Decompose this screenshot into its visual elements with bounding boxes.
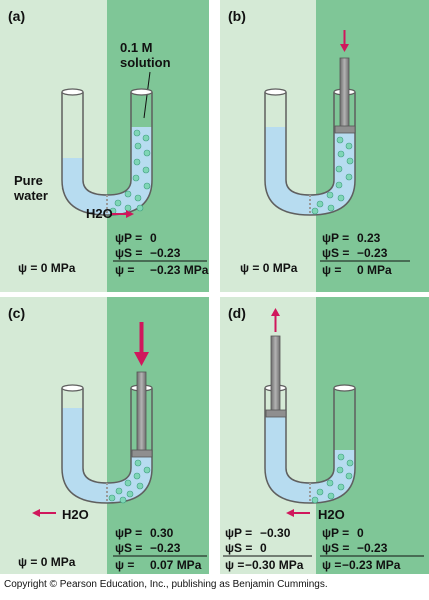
panel-a-flow-arrow-head xyxy=(126,210,134,218)
panel-b-psi-p-label: ψP = xyxy=(322,231,349,245)
panel-b-letter: (b) xyxy=(228,8,246,24)
panel-c-psi-total-label: ψ = xyxy=(115,558,134,572)
panel-b-piston-head xyxy=(334,125,356,134)
panel-d-left-psi-s-value: 0 xyxy=(260,541,267,555)
panel-d-left-psi-s-label: ψS = xyxy=(225,541,252,555)
panel-c-letter: (c) xyxy=(8,305,25,321)
panel-d-flow-arrow-head xyxy=(286,509,294,517)
panel-c-left-psi: ψ = 0 MPa xyxy=(18,555,76,569)
panel-b-left-psi: ψ = 0 MPa xyxy=(240,261,298,275)
panel-c-right-bg xyxy=(107,297,209,574)
panel-d-h2o: H2O xyxy=(318,507,345,522)
panel-a-left-psi: ψ = 0 MPa xyxy=(18,261,76,275)
panel-c-push-arrow-head xyxy=(134,352,149,366)
panel-c-h2o: H2O xyxy=(62,507,89,522)
panel-a-tube-outer xyxy=(61,92,153,216)
panel-a-psi-total-value: −0.23 MPa xyxy=(150,263,209,277)
panel-d-psi-s-value: −0.23 xyxy=(357,541,388,555)
panel-b-tube-outer xyxy=(264,92,356,216)
panel-d-piston-rod xyxy=(270,335,281,413)
panel-c-left-bg xyxy=(0,297,107,574)
panel-c-psi-s-value: −0.23 xyxy=(150,541,181,555)
panel-a-left-bg xyxy=(0,0,107,292)
panel-a: (a) 0.1 M solution Pure water H2O ψ = 0 … xyxy=(0,0,209,292)
panel-a-pure-label-1: Pure xyxy=(14,173,43,188)
panel-c-solute-particles xyxy=(108,459,151,504)
panel-d-left-psi-total-value: −0.30 MPa xyxy=(245,558,304,572)
panel-a-right-bg xyxy=(107,0,209,292)
panel-b-psi-p-value: 0.23 xyxy=(357,231,381,245)
panel-d-left-psi-p-label: ψP = xyxy=(225,526,252,540)
panel-a-psi-total-label: ψ = xyxy=(115,263,134,277)
panel-a-solution-label-1: 0.1 M xyxy=(120,40,153,55)
panel-c-water xyxy=(62,408,152,503)
panel-d-right-bg xyxy=(316,297,429,574)
panel-d-psi-s-label: ψS = xyxy=(322,541,349,555)
panel-d-pull-arrow-head xyxy=(271,308,280,316)
panel-b-psi-total-value: 0 MPa xyxy=(357,263,392,277)
panel-c-psi-p-value: 0.30 xyxy=(150,526,174,540)
panel-b-solute-particles xyxy=(311,136,354,215)
panel-c-piston-rod xyxy=(136,371,147,453)
panel-b-psi-s-value: −0.23 xyxy=(357,246,388,260)
panel-d-psi-p-value: 0 xyxy=(357,526,364,540)
panel-b-push-arrow-head xyxy=(340,44,349,52)
panel-c-psi-total-value: 0.07 MPa xyxy=(150,558,202,572)
panel-d-left-psi-total-label: ψ = xyxy=(225,558,244,572)
panel-d-psi-p-label: ψP = xyxy=(322,526,349,540)
panel-a-psi-p-label: ψP = xyxy=(115,231,142,245)
panel-d-tube-outer xyxy=(264,388,356,504)
panel-a-letter: (a) xyxy=(8,8,25,24)
panel-d-psi-total-label: ψ = xyxy=(322,558,341,572)
panel-d: (d) H2O ψP = −0.30 ψS = 0 ψ = −0.30 MPa … xyxy=(220,297,429,574)
panel-a-psi-p-value: 0 xyxy=(150,231,157,245)
panel-d-letter: (d) xyxy=(228,305,246,321)
panel-c-flow-arrow-head xyxy=(32,509,40,517)
panel-c: (c) H2O ψ = 0 MPa ψP = 0.30 ψS = −0.23 ψ… xyxy=(0,297,209,574)
panel-d-solute-particles xyxy=(311,453,354,504)
panel-a-right-rim xyxy=(130,88,153,96)
panel-c-psi-p-label: ψP = xyxy=(115,526,142,540)
panel-d-piston-head xyxy=(265,409,287,418)
panel-b-piston-rod xyxy=(339,57,350,129)
panel-c-tube-outer xyxy=(61,388,153,504)
panel-a-solution-label-2: solution xyxy=(120,55,171,70)
panel-c-piston-head xyxy=(131,449,153,458)
panel-a-pure-label-2: water xyxy=(13,188,48,203)
panel-c-psi-s-label: ψS = xyxy=(115,541,142,555)
panel-a-psi-s-value: −0.23 xyxy=(150,246,181,260)
panel-c-left-rim xyxy=(61,384,84,392)
panel-a-left-rim xyxy=(61,88,84,96)
panel-b-psi-s-label: ψS = xyxy=(322,246,349,260)
panel-b-psi-total-label: ψ = xyxy=(322,263,341,277)
panel-b-left-rim xyxy=(264,88,287,96)
panel-d-right-rim xyxy=(333,384,356,392)
panel-d-psi-total-value: −0.23 MPa xyxy=(342,558,401,572)
panel-a-solute-particles xyxy=(109,129,151,215)
panel-a-h2o: H2O xyxy=(86,206,113,221)
copyright-notice: Copyright © Pearson Education, Inc., pub… xyxy=(4,579,328,590)
panel-b: (b) ψ = 0 MPa ψP = 0.23 ψS = −0.23 ψ = 0… xyxy=(220,0,429,292)
panel-a-psi-s-label: ψS = xyxy=(115,246,142,260)
panel-d-left-psi-p-value: −0.30 xyxy=(260,526,291,540)
